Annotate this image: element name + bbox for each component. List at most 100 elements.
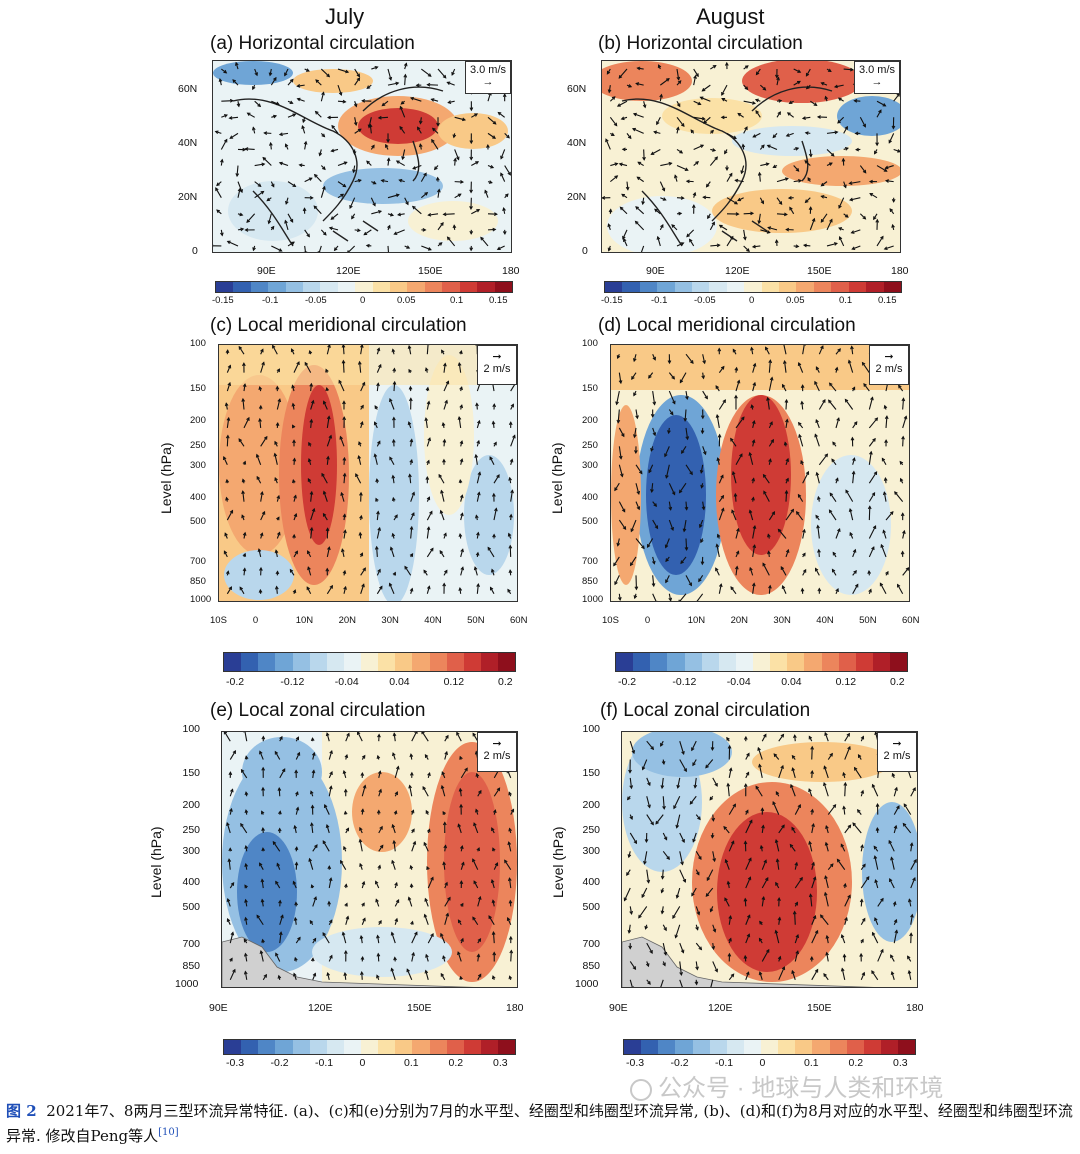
wind-vector-head	[891, 199, 896, 203]
wind-vector-head	[377, 770, 382, 775]
wind-vector	[815, 568, 820, 576]
wind-vector	[343, 770, 347, 779]
wind-vector	[797, 494, 804, 502]
wind-vector-head	[884, 165, 889, 170]
wind-vector	[460, 567, 464, 576]
wind-vector-head	[378, 210, 383, 214]
wind-vector	[500, 173, 506, 182]
wind-vector	[879, 583, 887, 595]
wind-vector	[412, 206, 422, 215]
cbar-m-label-c-1: -0.12	[280, 676, 305, 688]
wind-vector-head	[701, 87, 706, 92]
figure-label: 图 2	[6, 1102, 37, 1120]
wind-vector	[735, 566, 738, 576]
wind-vector	[828, 399, 837, 410]
wind-vector-head	[392, 839, 397, 844]
wind-vector	[811, 770, 813, 778]
wind-vector	[426, 586, 430, 594]
wind-vector-head	[795, 933, 800, 939]
wind-vector	[473, 822, 479, 834]
wind-vector-head	[232, 79, 237, 83]
wind-vector-head	[344, 883, 348, 888]
colorbar-swatch	[692, 1040, 710, 1054]
wind-vector	[632, 128, 644, 134]
wind-vector-head	[318, 152, 323, 157]
colorbar-swatch	[494, 282, 512, 292]
wind-vector	[493, 508, 497, 521]
wind-vector	[508, 841, 512, 852]
wind-vector-head	[650, 447, 654, 452]
wind-vector-head	[395, 899, 400, 903]
wind-vector	[825, 825, 829, 834]
wind-vector-head	[451, 71, 455, 76]
wind-vector	[679, 759, 687, 772]
wind-vector-head	[890, 970, 895, 976]
wind-vector-head	[322, 490, 327, 495]
wind-vector	[225, 403, 228, 410]
wind-vector	[323, 401, 328, 410]
wind-vector-head	[229, 509, 234, 514]
wind-vector-head	[689, 800, 694, 805]
colorbar-swatch	[463, 1040, 481, 1054]
wind-vector	[337, 68, 349, 73]
wind-vector-head	[240, 227, 245, 232]
wind-vector	[676, 148, 683, 154]
wind-vector-head	[417, 126, 421, 131]
wind-vector	[802, 569, 807, 576]
wind-vector-head	[720, 494, 725, 499]
lat-tick-0-a: 0	[192, 245, 198, 257]
wind-vector-head	[508, 791, 512, 796]
wind-vector	[668, 593, 672, 601]
wind-vector	[618, 372, 622, 384]
wind-vector	[376, 364, 382, 373]
wind-vector	[331, 148, 339, 152]
wind-vector-head	[296, 751, 301, 756]
wind-vector	[443, 381, 449, 392]
lon-tick-90e-a: 90E	[257, 265, 276, 277]
wind-vector-head	[418, 143, 423, 148]
wind-vector	[394, 899, 400, 907]
wind-vector	[759, 971, 763, 980]
wind-vector	[898, 385, 904, 392]
wind-vector	[323, 491, 328, 502]
wind-vector	[279, 915, 284, 925]
wind-vector	[420, 172, 427, 182]
wind-vector-head	[423, 841, 428, 846]
wind-vector-head	[244, 862, 249, 867]
wind-vector	[852, 549, 856, 558]
wind-vector	[641, 887, 648, 898]
wind-vector	[883, 492, 887, 502]
wind-vector	[428, 213, 439, 216]
wind-vector	[840, 844, 846, 852]
wind-vector-head	[492, 403, 497, 408]
wind-vector-head	[234, 61, 239, 66]
wind-vector-head	[861, 971, 866, 976]
wind-vector	[642, 197, 645, 205]
wind-vector	[610, 162, 618, 167]
wind-vector	[826, 952, 829, 962]
wind-vector-head	[850, 230, 855, 234]
wind-vector-head	[751, 582, 756, 587]
wind-vector	[646, 777, 651, 786]
wind-vector-head	[749, 819, 753, 824]
wind-vector	[487, 116, 497, 125]
wind-vector	[762, 474, 770, 484]
wind-vector	[295, 937, 301, 944]
wind-vector	[902, 416, 907, 429]
wind-vector-head	[458, 787, 463, 792]
wind-vector	[910, 914, 913, 925]
wind-vector-head	[819, 914, 824, 919]
wind-vector	[652, 390, 656, 405]
wind-vector	[730, 438, 737, 447]
wind-vector-head	[727, 952, 732, 957]
wind-vector	[718, 508, 725, 521]
wind-vector-head	[675, 126, 680, 131]
wind-vector-head	[816, 524, 820, 529]
wind-vector-head	[744, 65, 749, 69]
wind-vector-head	[741, 143, 746, 148]
wind-vector-head	[808, 153, 813, 158]
wind-vector-head	[635, 206, 639, 210]
wind-vector	[776, 197, 783, 205]
wind-vector	[745, 914, 751, 925]
wind-vector	[695, 961, 698, 970]
